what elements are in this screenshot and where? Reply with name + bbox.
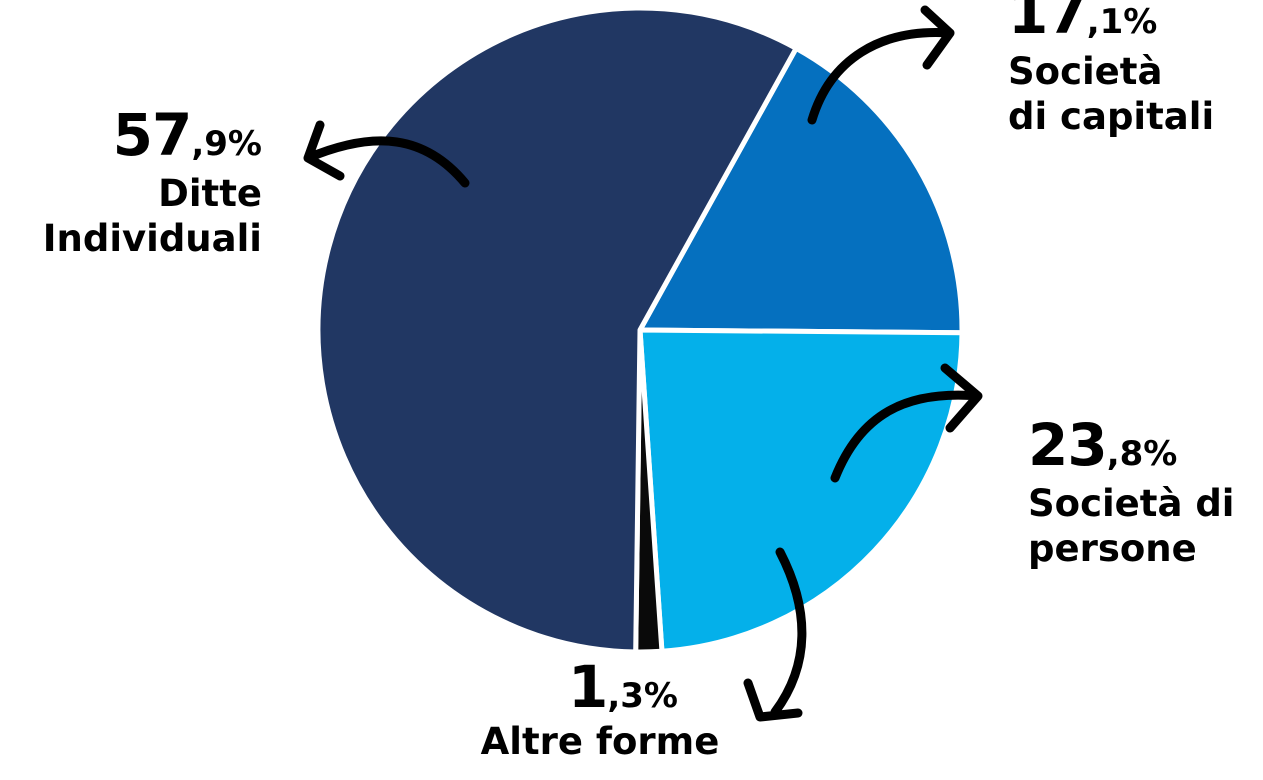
slice-ditte-individuali	[315, 5, 799, 655]
value-dec-altre: ,3%	[607, 676, 678, 716]
arrow-ditte-individuali	[303, 120, 470, 188]
arrow-societa-persone	[830, 363, 983, 483]
name-persone: Società di persone	[1028, 481, 1235, 570]
value-int-capitali: 17	[1008, 0, 1088, 47]
label-societa-persone: 23,8% Società di persone	[1028, 410, 1263, 571]
name-ditte: Ditte Individuali	[42, 171, 262, 260]
label-ditte-individuali: 57,9% Ditte Individuali	[40, 100, 262, 261]
value-dec-persone: ,8%	[1106, 434, 1178, 474]
value-dec-capitali: ,1%	[1086, 2, 1158, 42]
value-int-altre: 1	[568, 653, 608, 721]
name-capitali: Società di capitali	[1008, 49, 1215, 138]
value-int-persone: 23	[1028, 411, 1108, 479]
arrow-societa-capitali	[807, 5, 955, 125]
slice-societa-capitali	[637, 45, 965, 336]
value-dec-ditte: ,9%	[191, 124, 262, 164]
label-societa-capitali: 17,1% Società di capitali	[1008, 0, 1258, 139]
arrow-altre-forme	[743, 547, 807, 722]
value-int-ditte: 57	[112, 101, 193, 169]
label-altre-forme: 1,3% Altre forme	[440, 652, 760, 764]
name-altre: Altre forme	[480, 719, 720, 763]
